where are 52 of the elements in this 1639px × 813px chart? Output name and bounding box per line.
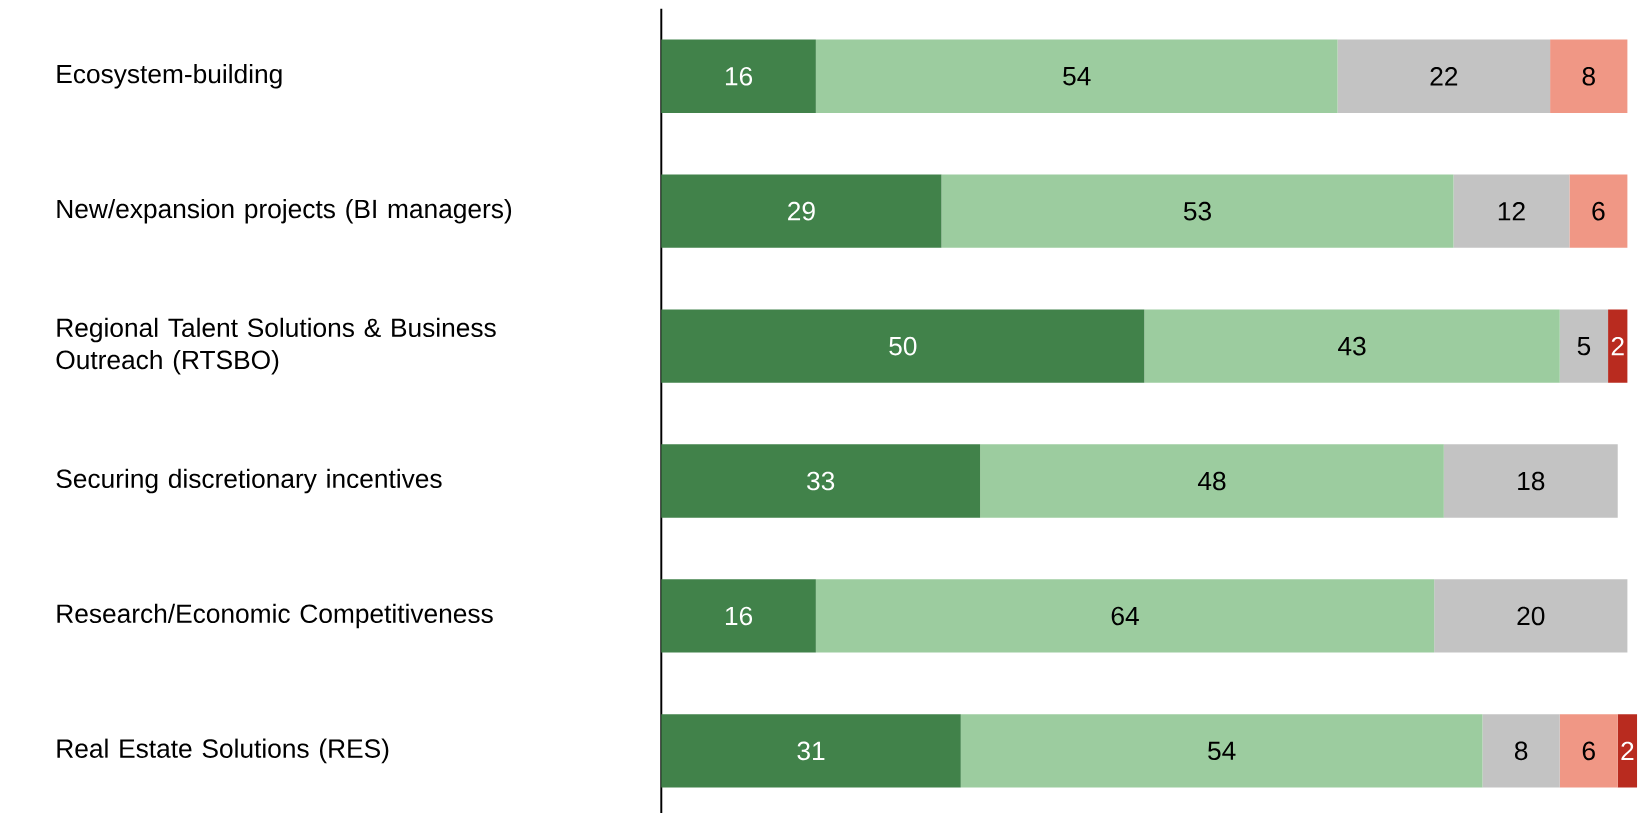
bar xyxy=(661,309,1145,383)
data-label: 16 xyxy=(725,66,753,86)
bar xyxy=(815,579,1435,653)
y-tick-label: New/expansion projects (BI managers) xyxy=(57,198,512,224)
data-label: 2 xyxy=(1611,336,1624,356)
bar xyxy=(1144,309,1560,383)
data-label: 48 xyxy=(1197,471,1226,491)
y-tick-label: Research/Economic Competitiveness xyxy=(57,603,493,628)
bar xyxy=(815,39,1338,113)
y-tick-label: Ecosystem-building xyxy=(57,63,282,89)
data-label: 18 xyxy=(1518,471,1545,491)
bar xyxy=(1559,713,1618,788)
bar xyxy=(1550,39,1628,113)
data-label: 33 xyxy=(807,471,835,491)
y-tick-label: Regional Talent Solutions & Business Outreach (RTSBO) xyxy=(56,317,496,375)
bar xyxy=(661,444,981,518)
data-label: 8 xyxy=(1582,66,1595,86)
data-label: 8 xyxy=(1514,741,1528,760)
bar xyxy=(1569,174,1628,248)
bar xyxy=(980,444,1444,518)
data-label: 54 xyxy=(1208,741,1236,760)
data-label: 20 xyxy=(1517,606,1545,626)
data-label: 53 xyxy=(1183,201,1211,221)
data-label: 22 xyxy=(1430,66,1458,86)
bar xyxy=(960,713,1483,788)
bar xyxy=(1337,39,1551,113)
y-tick-label: Real Estate Solutions (RES) xyxy=(57,738,389,763)
bar xyxy=(661,174,942,248)
bar xyxy=(661,39,816,113)
data-label: 6 xyxy=(1592,201,1605,221)
data-label: 5 xyxy=(1577,336,1591,356)
data-label: 43 xyxy=(1338,336,1366,356)
data-label: 50 xyxy=(889,336,917,356)
bar xyxy=(661,713,961,788)
data-label: 31 xyxy=(797,741,825,760)
bar xyxy=(1482,713,1560,788)
bar xyxy=(1453,174,1570,248)
bar xyxy=(1434,579,1628,653)
bar xyxy=(1608,309,1628,383)
data-label: 16 xyxy=(725,606,753,626)
data-label: 12 xyxy=(1498,201,1525,221)
bar xyxy=(1617,713,1638,788)
data-label: 6 xyxy=(1582,741,1595,760)
y-tick-label: Securing discretionary incentives xyxy=(56,468,442,494)
bar xyxy=(1443,444,1618,518)
data-label: 2 xyxy=(1621,741,1634,760)
bar xyxy=(1559,309,1609,383)
data-label: 29 xyxy=(788,201,815,221)
data-label: 64 xyxy=(1111,606,1139,626)
data-label: 54 xyxy=(1063,66,1091,86)
bar xyxy=(661,579,816,653)
bar xyxy=(941,174,1454,248)
